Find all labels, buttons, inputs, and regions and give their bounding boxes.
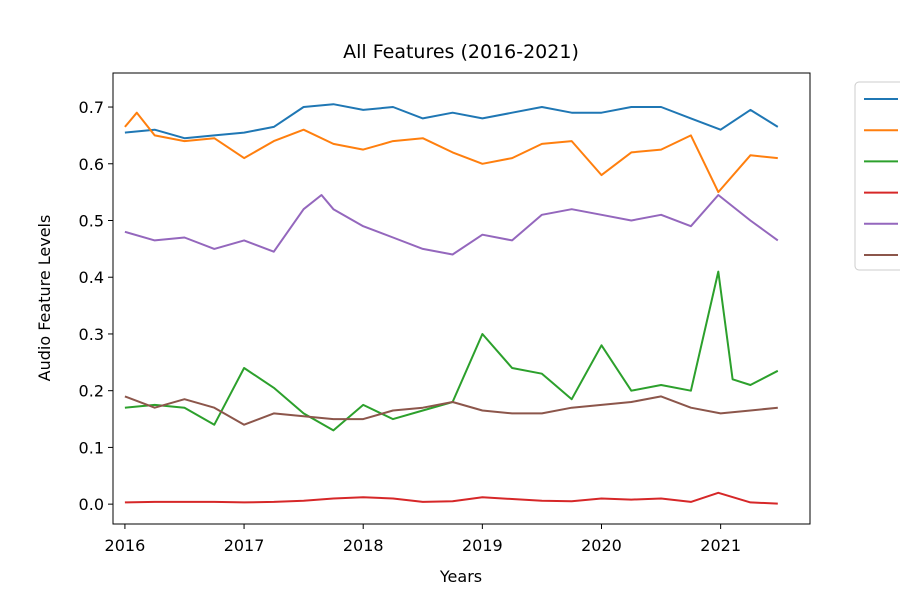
y-tick-label: 0.4: [79, 268, 104, 287]
x-tick-label: 2016: [105, 536, 146, 555]
series-line-1: [124, 103, 779, 140]
y-tick-label: 0.0: [79, 495, 104, 514]
legend: [854, 81, 900, 271]
y-tick-label: 0.1: [79, 438, 104, 457]
y-axis: 0.0 0.1 0.2 0.3 0.4 0.5 0.6 0.7: [79, 98, 113, 514]
y-tick-label: 0.5: [79, 211, 104, 230]
y-tick-label: 0.6: [79, 155, 104, 174]
chart-title: All Features (2016-2021): [343, 41, 579, 63]
x-tick-label: 2018: [343, 536, 384, 555]
x-tick-label: 2017: [224, 536, 265, 555]
plot-frame: [112, 72, 811, 525]
x-tick-label: 2020: [581, 536, 622, 555]
x-tick-label: 2019: [462, 536, 503, 555]
series-line-2: [124, 111, 778, 194]
series-layer: [124, 103, 779, 505]
y-tick-label: 0.7: [79, 98, 104, 117]
series-line-6: [124, 395, 778, 426]
series-line-5: [124, 194, 779, 256]
x-axis-label: Years: [439, 567, 482, 586]
legend-frame: [854, 81, 900, 271]
series-line-4: [124, 491, 778, 505]
series-line-3: [124, 270, 779, 432]
y-tick-label: 0.2: [79, 382, 104, 401]
y-tick-label: 0.3: [79, 325, 104, 344]
x-axis: 2016 2017 2018 2019 2020 2021: [105, 524, 741, 555]
x-tick-label: 2021: [700, 536, 741, 555]
y-axis-label: Audio Feature Levels: [35, 215, 54, 382]
